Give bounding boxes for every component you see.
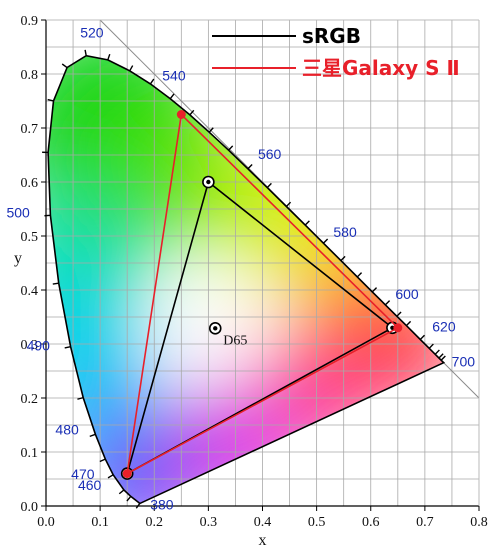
wavelength-label-490: 490 <box>27 338 51 354</box>
locus-tick <box>228 145 234 151</box>
y-tick-label: 0.8 <box>21 68 39 83</box>
locus-tick <box>126 495 132 502</box>
locus-tick <box>118 489 125 495</box>
galaxy-vertex-2 <box>122 469 132 479</box>
locus-tick <box>189 109 195 116</box>
y-tick-label: 0.1 <box>21 446 39 461</box>
locus-tick <box>169 93 175 100</box>
legend-label-galaxy-s2: 三星Galaxy S Ⅱ <box>302 56 460 80</box>
y-tick-label: 0.3 <box>21 338 39 353</box>
white-point: D65 <box>208 322 247 348</box>
wavelength-label-600: 600 <box>395 286 419 302</box>
locus-tick <box>440 355 446 361</box>
wavelength-label-480: 480 <box>55 421 79 437</box>
locus-tick <box>77 396 84 400</box>
y-tick-label: 0.7 <box>21 122 39 137</box>
locus-tick <box>64 346 71 349</box>
gamut-series <box>120 110 403 480</box>
galaxy-vertex-1 <box>176 110 186 119</box>
locus-tick <box>285 201 292 207</box>
wavelength-label-700: 700 <box>452 354 476 370</box>
wavelength-label-520: 520 <box>80 25 104 41</box>
locus-tick <box>99 458 106 463</box>
locus-tick <box>371 287 378 293</box>
x-tick-label: 0.0 <box>37 515 55 530</box>
locus-tick <box>438 353 444 359</box>
wavelength-label-620: 620 <box>432 319 456 335</box>
x-axis-title: x <box>259 532 267 549</box>
wavelength-label-470: 470 <box>71 466 95 482</box>
wavelength-label-460: 460 <box>78 477 102 493</box>
legend: sRGB 三星Galaxy S Ⅱ <box>212 24 460 80</box>
locus-tick <box>322 238 329 244</box>
axes <box>45 19 480 507</box>
x-tick-label: 0.2 <box>146 515 164 530</box>
locus-tick <box>419 334 426 341</box>
spectral-locus-outline <box>47 54 446 505</box>
srgb-vertex-dot-1 <box>206 179 211 185</box>
y-tick-label: 0.2 <box>21 392 39 407</box>
locus-tick <box>61 63 68 69</box>
x-tick-label: 0.4 <box>254 515 272 530</box>
x-tick-label: 0.5 <box>308 515 326 530</box>
y-tick-label: 0.0 <box>21 500 39 515</box>
locus-tick <box>208 127 214 133</box>
locus-tick <box>434 349 440 355</box>
x-tick-label: 0.7 <box>416 515 434 530</box>
locus-tick <box>304 220 310 226</box>
locus-tick <box>84 49 87 56</box>
tick-labels: 0.0 0.1 0.2 0.3 0.4 0.5 0.6 0.7 0.8 0.0 0.1 0.2 0.3 0… <box>21 14 488 530</box>
gamut-triangle-0 <box>125 180 394 476</box>
x-tick-label: 0.1 <box>91 515 109 530</box>
y-tick-label: 0.6 <box>21 176 39 191</box>
locus-tick <box>129 65 134 72</box>
spectral-locus <box>42 49 446 509</box>
x-tick-label: 0.8 <box>470 515 488 530</box>
locus-tick <box>47 98 54 102</box>
legend-label-srgb: sRGB <box>302 24 361 48</box>
wavelength-label-380: 380 <box>150 496 174 512</box>
white-point-dot <box>213 326 218 331</box>
x-tick-label: 0.6 <box>362 515 380 530</box>
y-tick-label: 0.4 <box>21 284 39 299</box>
locus-tick <box>107 474 114 479</box>
y-tick-label: 0.9 <box>21 14 39 29</box>
locus-tick <box>247 163 253 170</box>
galaxy-vertex-0 <box>393 323 403 333</box>
locus-tick <box>266 182 272 189</box>
locus-tick <box>52 282 59 285</box>
locus-tick <box>428 343 434 349</box>
wavelength-label-540: 540 <box>162 68 186 84</box>
locus-tick <box>340 255 346 262</box>
gamut-triangle-1 <box>126 112 400 476</box>
x-tick-label: 0.3 <box>200 515 218 530</box>
white-point-label: D65 <box>223 333 247 348</box>
y-axis-title: y <box>14 250 22 267</box>
wavelength-label-560: 560 <box>258 146 282 162</box>
locus-tick <box>107 53 111 61</box>
wavelength-label-580: 580 <box>333 224 357 240</box>
wavelength-label-500: 500 <box>6 204 30 220</box>
locus-tick <box>396 311 402 317</box>
blob-violet <box>130 417 221 504</box>
locus-tick <box>356 272 363 278</box>
y-tick-label: 0.5 <box>21 230 39 245</box>
locus-tick <box>149 78 155 85</box>
locus-tick <box>405 320 412 327</box>
locus-tick <box>89 433 96 438</box>
locus-tick <box>384 300 391 306</box>
